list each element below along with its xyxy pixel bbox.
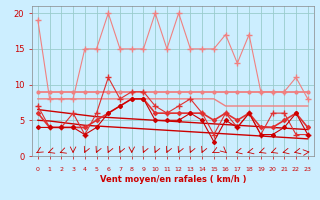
X-axis label: Vent moyen/en rafales ( km/h ): Vent moyen/en rafales ( km/h )	[100, 175, 246, 184]
